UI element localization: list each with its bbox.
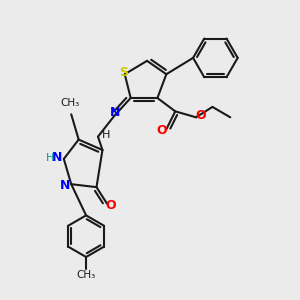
Text: N: N [59, 179, 70, 192]
Text: H: H [102, 130, 110, 140]
Text: O: O [196, 109, 206, 122]
Text: N: N [52, 151, 62, 164]
Text: S: S [119, 66, 128, 79]
Text: CH₃: CH₃ [60, 98, 80, 108]
Text: CH₃: CH₃ [76, 270, 96, 280]
Text: O: O [105, 200, 116, 212]
Text: N: N [110, 106, 120, 119]
Text: H: H [46, 153, 55, 163]
Text: O: O [157, 124, 167, 137]
